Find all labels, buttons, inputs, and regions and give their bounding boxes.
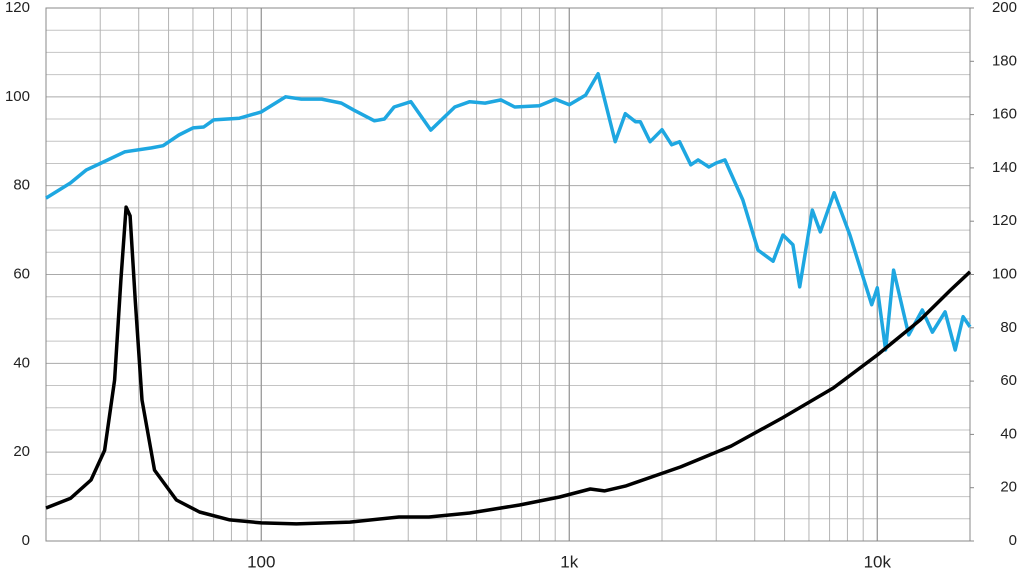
y2-tick-label: 140 xyxy=(992,159,1017,176)
y2-tick-label: 0 xyxy=(1009,532,1017,549)
plot-frame xyxy=(45,7,971,542)
x-tick-label: 10k xyxy=(864,552,892,571)
y-tick-label: 40 xyxy=(13,354,30,371)
series-line xyxy=(45,71,972,352)
y2-tick-label: 160 xyxy=(992,106,1017,123)
x-tick-label: 100 xyxy=(247,552,275,571)
y2-tick-label: 100 xyxy=(992,265,1017,282)
y2-tick-label: 60 xyxy=(1000,372,1017,389)
y2-tick-label: 80 xyxy=(1000,319,1017,336)
y2-tick-label: 120 xyxy=(992,212,1017,229)
y2-tick-label: 20 xyxy=(1000,479,1017,496)
y-tick-label: 120 xyxy=(5,0,30,16)
y-tick-label: 0 xyxy=(22,532,30,549)
y2-tick-label: 180 xyxy=(992,52,1017,69)
y2-tick-label: 40 xyxy=(1000,425,1017,442)
series-line xyxy=(45,205,972,526)
y-tick-label: 60 xyxy=(13,265,30,282)
y-tick-label: 80 xyxy=(13,177,30,194)
y-tick-label: 100 xyxy=(5,88,30,105)
y-tick-label: 20 xyxy=(13,443,30,460)
y2-tick-label: 200 xyxy=(992,0,1017,16)
x-tick-label: 1k xyxy=(560,552,578,571)
